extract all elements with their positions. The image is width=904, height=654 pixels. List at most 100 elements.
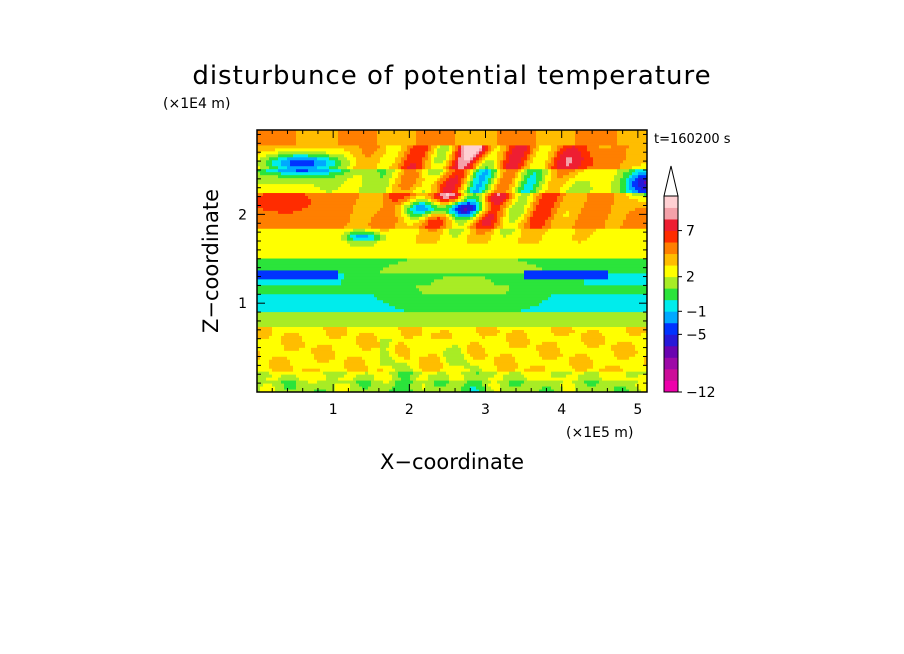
colorbar-swatch [664,299,678,312]
contour-cell [410,350,444,354]
contour-cell [290,159,315,164]
contour-cell [434,192,438,196]
contour-cell [497,332,507,336]
contour-cell [551,326,573,330]
contour-cell [491,201,495,205]
contour-cell [428,219,444,223]
contour-cell [524,275,609,280]
contour-cell [437,153,447,158]
contour-cell [473,356,486,360]
contour-cell [614,192,627,196]
contour-cell [536,138,576,143]
contour-cell [539,201,555,205]
contour-cell [554,150,558,155]
contour-cell [500,389,540,392]
contour-cell [332,189,360,194]
contour-cell [344,374,357,378]
contour-cell [536,189,540,194]
contour-cell [554,389,564,392]
contour-cell [527,207,534,211]
contour-cell [347,368,369,372]
contour-cell [629,186,636,191]
contour-cell [590,234,647,238]
colorbar-swatch [664,207,678,220]
contour-cell [410,216,420,220]
contour-cell [416,195,426,199]
contour-cell [383,153,399,158]
contour-cell [260,350,312,354]
contour-cell [500,231,513,235]
contour-cell [452,222,459,226]
contour-cell [452,219,456,223]
contour-cell [374,243,647,247]
contour-cell [434,201,441,205]
contour-cell [548,180,567,185]
contour-cell [479,189,483,194]
contour-cell [524,329,552,333]
contour-cell [467,177,471,182]
colorbar-extend-arrow [663,165,679,197]
contour-cell [605,341,618,345]
contour-cell [437,240,468,244]
contour-cell [560,147,567,152]
contour-cell [479,162,483,167]
contour-cell [548,156,552,161]
contour-cell [539,240,579,244]
contour-cell [368,368,378,372]
contour-cell [470,222,474,226]
contour-cell [476,216,480,220]
contour-cell [446,171,453,176]
contour-cell [527,210,531,214]
contour-cell [407,210,414,214]
contour-cell [449,195,456,199]
contour-cell [497,174,501,179]
contour-cell [344,180,363,185]
contour-cell [614,389,630,392]
contour-cell [476,219,480,223]
contour-cell [341,183,363,188]
contour-cell [479,219,483,223]
contour-cell [527,195,534,199]
contour-cell [443,195,450,199]
contour-cell [626,329,647,333]
contour-cell [368,222,396,226]
contour-cell [494,389,501,392]
contour-cell [284,347,300,351]
contour-cell [629,389,642,392]
contour-cell [398,183,414,188]
contour-cell [392,189,414,194]
contour-cell [509,341,531,345]
contour-cell [257,183,315,188]
contour-cell [635,383,647,387]
contour-cell [536,204,555,208]
contour-cell [530,213,534,217]
contour-cell [446,216,450,220]
contour-cell [557,356,570,360]
contour-cell [263,383,273,387]
contour-cell [587,195,615,199]
contour-cell [473,189,480,194]
contour-cell [485,201,489,205]
contour-cell [503,225,519,229]
contour-cell [482,207,486,211]
contour-cell [533,156,549,161]
contour-cell [293,210,354,214]
contour-cell [386,147,402,152]
contour-cell [455,192,459,196]
contour-cell [488,168,492,173]
contour-cell [296,138,339,143]
contour-cell [593,159,624,164]
contour-cell [512,177,516,182]
contour-cell [575,386,615,390]
contour-cell [557,162,567,167]
contour-cell [413,189,423,194]
contour-cell [530,219,546,223]
contour-cell [530,165,546,170]
contour-cell [518,171,522,176]
contour-cell [605,365,621,369]
contour-cell [488,353,501,357]
contour-cell [455,147,459,152]
contour-cell [626,147,647,152]
contour-cell [431,186,438,191]
contour-cell [518,258,647,262]
